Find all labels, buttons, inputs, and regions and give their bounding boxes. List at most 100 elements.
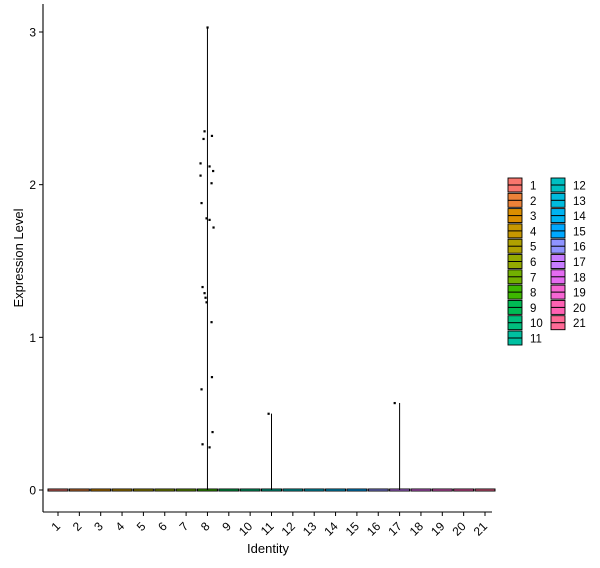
y-tick-label-0: 0	[29, 484, 36, 498]
legend-label-20: 20	[573, 303, 586, 315]
legend-label-5: 5	[530, 242, 536, 254]
x-tick-label-7: 7	[177, 519, 192, 534]
legend-label-4: 4	[530, 226, 537, 238]
x-tick-label-4: 4	[113, 519, 128, 534]
x-tick-label-18: 18	[407, 519, 427, 539]
legend-label-21: 21	[573, 318, 586, 330]
legend-item-14: 14	[550, 208, 586, 223]
legend-label-10: 10	[530, 318, 543, 330]
violin-base-2	[68, 488, 90, 492]
point-8-8	[210, 182, 213, 185]
x-tick-label-11: 11	[258, 519, 277, 538]
violin-base-9	[218, 488, 240, 492]
legend-label-13: 13	[573, 196, 586, 208]
x-tick-label-20: 20	[449, 519, 469, 539]
legend-item-21: 21	[550, 315, 586, 330]
violin-base-6	[154, 488, 176, 492]
violin-base-13	[303, 488, 325, 492]
point-8-22	[208, 446, 211, 449]
point-11-23	[267, 412, 270, 415]
violin-base-7	[175, 488, 197, 492]
point-8-2	[202, 137, 205, 141]
legend-label-14: 14	[573, 211, 586, 223]
legend-label-2: 2	[530, 196, 536, 208]
point-8-17	[210, 321, 213, 324]
x-tick-label-14: 14	[321, 519, 341, 539]
x-tick-label-15: 15	[343, 519, 363, 539]
point-17-24	[393, 401, 396, 405]
x-tick-label-19: 19	[428, 519, 448, 539]
legend-label-12: 12	[573, 181, 586, 193]
point-8-5	[208, 165, 211, 168]
violin-base-16	[367, 488, 389, 492]
point-8-16	[205, 301, 208, 304]
x-tick-label-13: 13	[300, 519, 320, 539]
point-8-19	[200, 388, 203, 391]
point-8-14	[203, 292, 206, 295]
x-tick-label-6: 6	[155, 519, 170, 534]
x-tick-label-16: 16	[364, 519, 384, 539]
x-tick-label-3: 3	[91, 519, 106, 534]
y-tick-label-3: 3	[29, 26, 36, 40]
x-tick-label-21: 21	[471, 519, 491, 539]
point-8-18	[210, 376, 214, 379]
point-8-21	[201, 443, 204, 446]
x-tick-label-2: 2	[70, 519, 85, 534]
point-8-7	[199, 174, 202, 177]
legend-item-1: 1	[507, 177, 536, 193]
legend-label-16: 16	[573, 242, 586, 254]
violin-base-19	[431, 488, 453, 492]
x-tick-label-9: 9	[219, 519, 234, 534]
legend-label-19: 19	[573, 288, 586, 300]
violin-base-12	[282, 488, 304, 492]
legend-item-12: 12	[550, 177, 586, 193]
legend-item-13: 13	[550, 192, 586, 208]
point-8-4	[199, 162, 202, 165]
legend-label-3: 3	[530, 211, 536, 223]
legend-item-7: 7	[507, 269, 536, 284]
legend-label-11: 11	[530, 334, 542, 346]
point-8-15	[204, 296, 207, 299]
point-8-0	[206, 26, 209, 29]
violin-base-20	[453, 488, 475, 492]
violin-base-1	[47, 488, 69, 492]
legend-item-9: 9	[507, 299, 536, 315]
x-axis-ticks: 1 2 3 4 5 6 7 8 9 10 11 12 13 14 15 16 17 18 19 20 21	[48, 512, 490, 539]
legend-item-10: 10	[507, 315, 543, 330]
point-8-9	[200, 201, 203, 205]
y-axis-title: Expression Level	[11, 208, 26, 307]
x-tick-label-12: 12	[279, 519, 299, 539]
legend-label-17: 17	[573, 257, 586, 269]
legend-label-9: 9	[530, 303, 536, 315]
violin-base-10	[239, 488, 261, 492]
y-axis-ticks: 0 1 2 3	[29, 26, 43, 498]
x-tick-label-5: 5	[134, 519, 149, 534]
violin-base-18	[410, 488, 432, 492]
legend-item-17: 17	[550, 254, 586, 269]
legend-item-2: 2	[507, 192, 536, 208]
x-tick-label-1: 1	[48, 519, 63, 534]
x-axis-title: Identity	[247, 541, 289, 556]
point-8-11	[208, 218, 211, 221]
legend-item-8: 8	[507, 284, 536, 300]
legend-item-20: 20	[550, 299, 586, 315]
violin-base-21	[474, 488, 496, 492]
x-tick-label-17: 17	[385, 519, 405, 539]
plot-area	[47, 26, 496, 492]
violin-base-5	[132, 488, 154, 492]
legend-label-8: 8	[530, 288, 536, 300]
violin-base-14	[325, 488, 347, 492]
legend-label-18: 18	[573, 272, 586, 284]
violin-base-4	[111, 488, 133, 492]
legend-item-5: 5	[507, 238, 536, 254]
point-8-12	[212, 226, 215, 229]
y-tick-label-1: 1	[29, 331, 36, 345]
x-tick-label-10: 10	[236, 519, 256, 539]
x-tick-label-8: 8	[198, 519, 213, 534]
violin-base-15	[346, 488, 368, 492]
legend-label-6: 6	[530, 257, 536, 269]
violin-base-3	[90, 488, 112, 492]
legend-item-19: 19	[550, 284, 586, 300]
